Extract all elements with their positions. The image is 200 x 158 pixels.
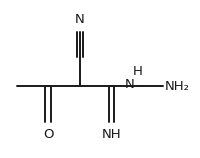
Text: H: H — [132, 65, 142, 78]
Text: N: N — [125, 78, 135, 91]
Text: O: O — [43, 128, 53, 141]
Text: NH: NH — [102, 128, 121, 141]
Text: N: N — [75, 13, 85, 26]
Text: NH₂: NH₂ — [165, 80, 190, 93]
